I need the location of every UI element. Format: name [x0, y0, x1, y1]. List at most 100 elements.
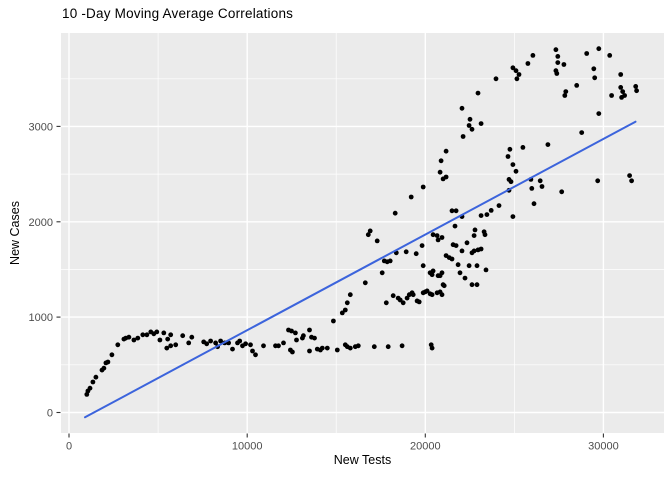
scatter-point [164, 345, 170, 351]
scatter-point [307, 327, 312, 333]
scatter-point [301, 333, 306, 339]
scatter-point [439, 235, 445, 240]
scatter-point [579, 130, 585, 136]
scatter-point [420, 184, 426, 190]
scatter-point [383, 300, 389, 306]
scatter-point [403, 249, 409, 255]
scatter-point [591, 66, 597, 72]
scatter-point [435, 237, 441, 243]
scatter-point [618, 85, 624, 90]
scatter-point [474, 282, 480, 288]
scatter-point [525, 61, 531, 66]
scatter-point [437, 169, 443, 175]
scatter-point [131, 337, 137, 343]
scatter-point [101, 365, 107, 371]
scatter-point [90, 379, 96, 385]
scatter-point [529, 186, 535, 191]
scatter-point [537, 178, 543, 184]
scatter-point [243, 341, 249, 347]
x-tick-label: 30000 [588, 441, 619, 453]
scatter-point [385, 344, 391, 350]
scatter-point [466, 123, 472, 128]
scatter-point [399, 343, 405, 349]
scatter-point [387, 258, 393, 264]
scatter-point [459, 105, 465, 111]
y-tick-label: 0 [47, 408, 53, 420]
scatter-point [513, 68, 519, 74]
scatter-point [629, 178, 634, 184]
scatter-point [157, 337, 163, 343]
scatter-point [319, 345, 325, 351]
scatter-point [510, 162, 516, 168]
scatter-point [289, 328, 294, 334]
scatter-point [390, 293, 396, 299]
scatter-point [392, 210, 398, 216]
scatter-point [563, 89, 569, 94]
scatter-point [276, 343, 281, 349]
scatter-point [410, 292, 416, 298]
scatter-point [562, 93, 568, 98]
scatter-point [513, 168, 519, 174]
scatter-point [496, 203, 502, 209]
scatter-point [484, 212, 490, 218]
scatter-point [429, 345, 435, 351]
scatter-point [469, 126, 475, 132]
scatter-point [419, 243, 425, 249]
scatter-point [514, 76, 520, 82]
scatter-point [168, 332, 174, 338]
scatter-point [135, 335, 141, 341]
scatter-point [553, 47, 559, 53]
scatter-point [362, 280, 368, 286]
scatter-point [294, 337, 299, 343]
scatter-point [634, 88, 639, 94]
scatter-point [307, 348, 312, 354]
scatter-point [453, 208, 459, 214]
scatter-point [416, 299, 422, 305]
scatter-point [452, 223, 458, 229]
scatter-point [424, 288, 430, 294]
scatter-point [530, 53, 536, 58]
scatter-point [430, 232, 436, 238]
scatter-point [520, 145, 526, 150]
scatter-point [478, 213, 484, 219]
scatter-point [367, 228, 373, 234]
scatter-point [144, 332, 150, 338]
scatter-point [218, 338, 224, 344]
scatter-point [168, 343, 174, 349]
scatter-point [471, 233, 477, 239]
scatter-point [404, 295, 410, 301]
scatter-point [208, 338, 214, 344]
x-tick-label: 0 [66, 441, 72, 453]
scatter-point [237, 338, 243, 344]
scatter-point [619, 95, 624, 100]
scatter-point [379, 270, 385, 276]
scatter-point [474, 263, 480, 269]
scatter-point [464, 240, 470, 246]
scatter-point [510, 65, 516, 71]
scatter-point [555, 54, 561, 59]
scatter-point [574, 83, 580, 88]
scatter-point [505, 154, 511, 159]
scatter-point [467, 116, 473, 122]
x-tick-label: 10000 [232, 441, 263, 453]
scatter-point [592, 75, 598, 81]
scatter-point [478, 246, 484, 252]
scatter-point [109, 352, 115, 358]
scatter-point [293, 330, 298, 336]
scatter-point [545, 142, 551, 148]
scatter-point [475, 90, 481, 96]
scatter-point [374, 238, 380, 244]
scatter-point [460, 134, 466, 139]
scatter-point [430, 268, 436, 274]
scatter-point [459, 248, 465, 254]
scatter-point [344, 300, 350, 306]
scatter-point [584, 51, 590, 56]
x-tick-label: 20000 [410, 441, 441, 453]
scatter-point [312, 335, 317, 341]
scatter-point [93, 374, 99, 380]
scatter-point [420, 263, 426, 269]
scatter-point [105, 359, 111, 365]
scatter-point [471, 248, 477, 254]
scatter-point [400, 300, 406, 306]
